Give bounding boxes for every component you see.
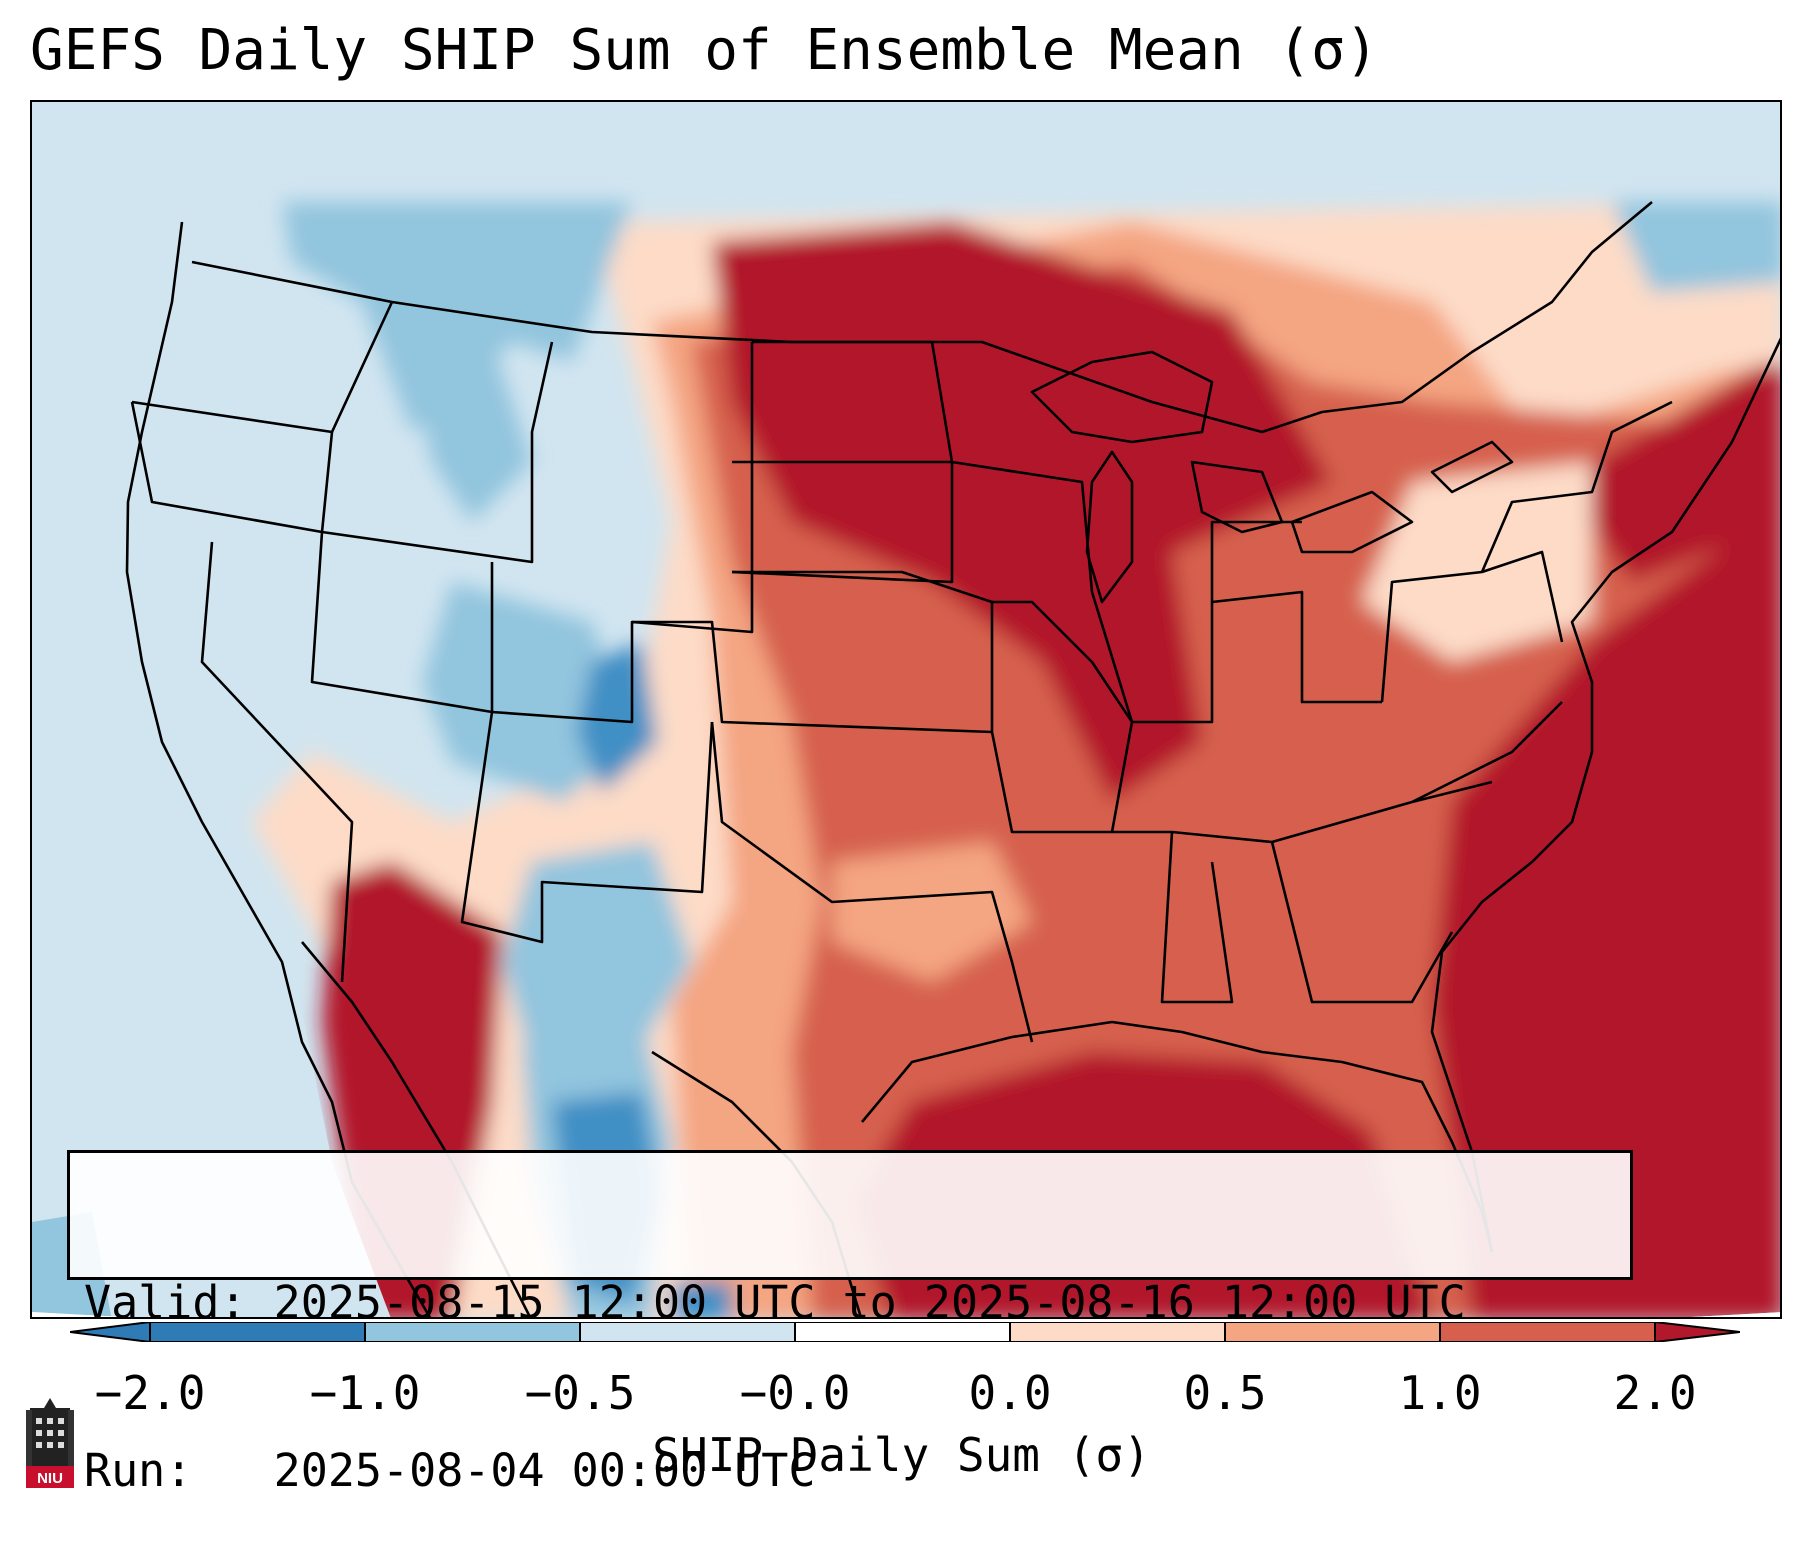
colorbar-bin bbox=[1010, 1322, 1225, 1342]
colorbar-tick-label: 2.0 bbox=[1613, 1366, 1697, 1420]
run-time-text: Run: 2025-08-04 00:00 UTC bbox=[84, 1444, 816, 1497]
map-panel bbox=[30, 100, 1782, 1319]
colorbar-bin bbox=[1440, 1322, 1655, 1342]
valid-run-info-box: Valid: 2025-08-15 12:00 UTC to 2025-08-1… bbox=[67, 1150, 1633, 1497]
niu-tower-logo-icon: NIU bbox=[26, 1398, 74, 1488]
colorbar-bin bbox=[580, 1322, 795, 1342]
colorbar-tick-label: −0.5 bbox=[524, 1366, 636, 1420]
valid-time-text: Valid: 2025-08-15 12:00 UTC to 2025-08-1… bbox=[84, 1276, 1466, 1329]
anomaly-field bbox=[32, 102, 1780, 1317]
colorbar-tick-label: −1.0 bbox=[309, 1366, 421, 1420]
colorbar-tick-label: −2.0 bbox=[94, 1366, 206, 1420]
colorbar-bin bbox=[365, 1322, 580, 1342]
svg-text:NIU: NIU bbox=[37, 1470, 63, 1487]
colorbar bbox=[70, 1322, 1740, 1342]
colorbar-tick-label: 1.0 bbox=[1398, 1366, 1482, 1420]
colorbar-bin bbox=[1225, 1322, 1440, 1342]
colorbar-tick-label: −0.0 bbox=[739, 1366, 851, 1420]
anomaly-map bbox=[32, 102, 1780, 1317]
colorbar-tick-label: 0.5 bbox=[1183, 1366, 1267, 1420]
colorbar-label: SHIP Daily Sum (σ) bbox=[652, 1428, 1151, 1482]
colorbar-tick-label: 0.0 bbox=[968, 1366, 1052, 1420]
colorbar-bin bbox=[150, 1322, 365, 1342]
colorbar-extend-low bbox=[70, 1322, 150, 1342]
colorbar-bin bbox=[795, 1322, 1010, 1342]
boundary-lines bbox=[125, 201, 1780, 1317]
colorbar-extend-high bbox=[1655, 1322, 1740, 1342]
map-title: GEFS Daily SHIP Sum of Ensemble Mean (σ) bbox=[30, 18, 1379, 83]
